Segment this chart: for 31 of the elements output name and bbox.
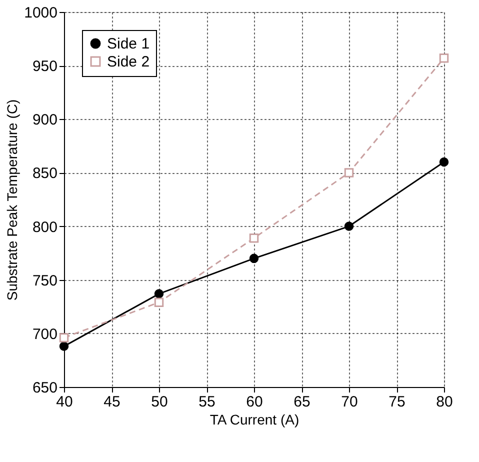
point xyxy=(344,168,354,178)
point xyxy=(154,289,164,298)
point xyxy=(59,342,69,351)
x-tick-label: 40 xyxy=(56,394,73,410)
y-tick-label: 1000 xyxy=(24,4,58,22)
y-tick-label: 650 xyxy=(32,380,58,396)
point xyxy=(249,254,259,264)
x-tick-label: 60 xyxy=(246,394,263,410)
y-tick-label: 950 xyxy=(32,58,58,76)
x-tick-label: 70 xyxy=(341,394,358,410)
y-axis-title: Substrate Peak Temperature (C) xyxy=(4,99,20,301)
point xyxy=(439,53,449,63)
x-tick-label: 80 xyxy=(436,394,453,410)
point xyxy=(59,333,69,342)
point xyxy=(439,157,449,167)
point xyxy=(249,233,259,243)
y-tick-label: 800 xyxy=(32,218,58,236)
x-tick-label: 55 xyxy=(198,394,216,410)
y-tick-label: 900 xyxy=(32,112,58,129)
x-tick-label: 75 xyxy=(388,394,406,410)
legend-label: Side 1 xyxy=(107,36,150,52)
y-tick-label: 850 xyxy=(32,165,58,182)
y-tick-label: 700 xyxy=(32,326,58,343)
point xyxy=(154,298,164,307)
x-tick-label: 65 xyxy=(294,394,310,410)
x-axis-title: TA Current (A) xyxy=(210,412,300,428)
legend-label: Side 2 xyxy=(107,54,150,70)
y-tick-label: 750 xyxy=(32,272,58,290)
x-tick-label: 45 xyxy=(104,394,120,410)
point xyxy=(344,222,354,231)
x-tick-label: 50 xyxy=(151,394,168,410)
